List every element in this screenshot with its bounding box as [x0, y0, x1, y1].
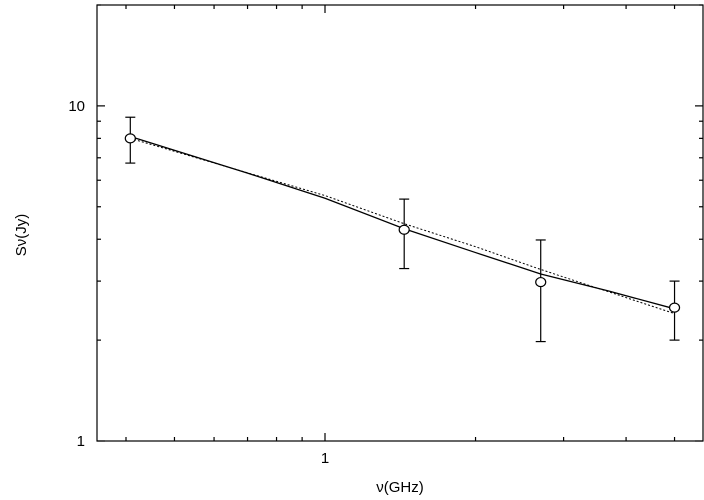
- fit-line: [130, 137, 675, 315]
- y-axis-label: Sν(Jy): [13, 214, 30, 257]
- data-point: [535, 276, 547, 288]
- data-point: [398, 224, 410, 235]
- y-tick-label: 10: [68, 98, 85, 115]
- x-tick-label: 1: [321, 450, 329, 467]
- y-tick-label: 1: [77, 433, 85, 450]
- fit-line: [130, 135, 675, 310]
- data-point: [668, 302, 681, 313]
- data-point: [124, 133, 136, 144]
- x-axis-label: ν(GHz): [376, 479, 424, 496]
- plot-frame: [96, 4, 704, 442]
